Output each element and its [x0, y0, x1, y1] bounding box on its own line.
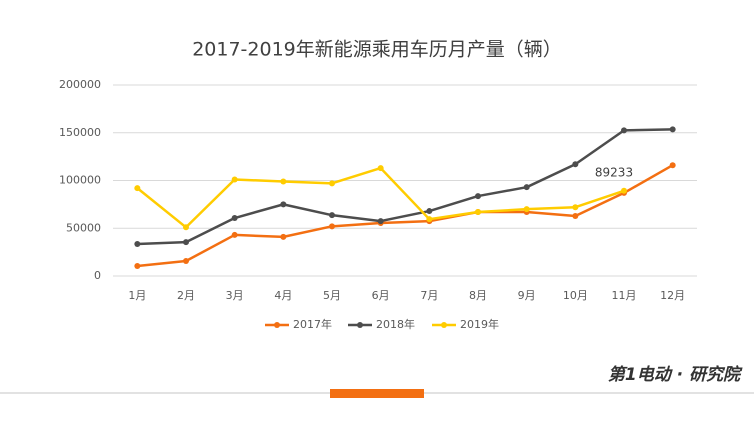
point	[475, 193, 481, 200]
x-tick-label: 2月	[177, 289, 195, 302]
x-tick-label: 5月	[323, 289, 341, 302]
x-tick-label: 10月	[563, 289, 588, 302]
point	[183, 239, 189, 246]
point	[183, 224, 189, 231]
legend-marker	[357, 322, 363, 328]
x-tick-label: 11月	[612, 289, 637, 302]
point	[134, 185, 141, 192]
legend-label: 2019年	[460, 317, 499, 331]
x-tick-label: 8月	[469, 289, 487, 302]
footer-accent	[330, 389, 424, 398]
x-tick-label: 3月	[226, 289, 244, 302]
point	[377, 218, 384, 225]
series-line	[137, 164, 674, 268]
legend-label: 2017年	[293, 317, 332, 331]
point	[377, 165, 384, 172]
point	[329, 223, 335, 230]
point	[329, 180, 335, 187]
point	[134, 241, 141, 248]
x-tick-label: 7月	[420, 289, 438, 302]
point	[669, 162, 676, 169]
point	[329, 212, 335, 219]
point	[572, 204, 579, 211]
point	[572, 161, 579, 168]
point	[231, 231, 238, 238]
legend-marker	[274, 322, 280, 328]
point	[280, 233, 287, 240]
point	[134, 262, 141, 269]
point	[280, 201, 287, 208]
point	[621, 187, 627, 194]
point	[231, 176, 238, 183]
y-tick-label: 150000	[59, 126, 101, 139]
legend-label: 2018年	[376, 317, 415, 331]
brand: 第1电动 · 研究院	[608, 365, 743, 385]
x-tick-label: 12月	[660, 289, 685, 302]
point	[426, 216, 433, 223]
series-line	[137, 128, 673, 246]
chart-title: 2017-2019年新能源乘用车历月产量（辆）	[192, 39, 562, 61]
point	[231, 215, 238, 222]
y-tick-label: 0	[94, 269, 101, 282]
x-tick-label: 4月	[274, 289, 292, 302]
y-tick-label: 100000	[59, 174, 101, 187]
point	[572, 213, 579, 220]
x-tick-label: 6月	[372, 289, 390, 302]
point	[669, 126, 676, 133]
x-tick-label: 1月	[128, 289, 146, 302]
data-label: 89233	[595, 165, 633, 179]
point	[280, 178, 287, 185]
point	[183, 258, 189, 265]
x-tick-label: 9月	[518, 289, 536, 302]
y-tick-label: 50000	[66, 221, 101, 234]
y-tick-label: 200000	[59, 78, 101, 91]
legend-marker	[441, 322, 447, 328]
point	[621, 127, 627, 134]
point	[475, 209, 481, 216]
point	[523, 206, 530, 213]
point	[426, 208, 433, 215]
point	[523, 184, 530, 191]
